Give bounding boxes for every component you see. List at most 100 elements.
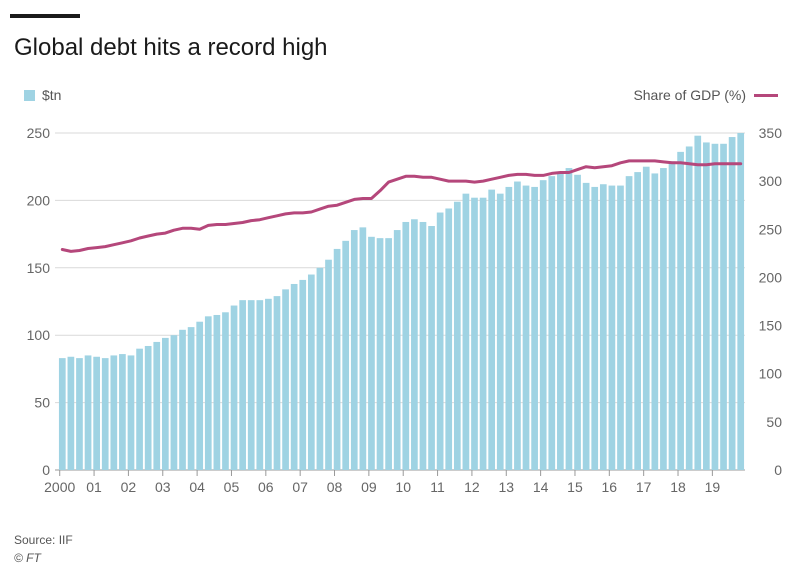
bar	[316, 267, 324, 470]
bar	[307, 274, 315, 470]
bar	[677, 151, 684, 470]
y-right-tick-label: 100	[759, 366, 783, 382]
y-right-tick-label: 200	[759, 269, 783, 285]
bar	[265, 298, 272, 470]
x-tick-label: 01	[86, 479, 102, 495]
y-right-tick-label: 250	[759, 221, 783, 237]
bar	[230, 305, 238, 470]
bar	[153, 341, 161, 470]
bar	[462, 193, 470, 470]
bar-legend-swatch	[24, 89, 35, 101]
bar	[179, 329, 186, 470]
x-tick-label: 10	[395, 479, 411, 495]
bar	[239, 300, 246, 470]
bar	[445, 208, 453, 470]
bar	[531, 186, 538, 471]
y-left-tick-label: 150	[27, 260, 51, 276]
bar	[196, 321, 204, 470]
x-tick-label: 14	[533, 479, 549, 495]
bar	[737, 133, 745, 470]
bar	[728, 137, 736, 470]
bar	[385, 238, 392, 470]
bar	[505, 186, 513, 471]
bar	[393, 230, 401, 470]
bar	[591, 186, 599, 471]
bar	[256, 300, 264, 470]
bar	[213, 314, 221, 470]
bar	[514, 181, 521, 470]
bar	[350, 230, 358, 470]
copyright-note: © FT	[14, 551, 41, 565]
bar	[557, 172, 564, 471]
bar	[668, 161, 676, 471]
bar	[93, 356, 100, 470]
bar	[342, 240, 350, 470]
bar	[247, 300, 255, 470]
x-tick-label: 18	[670, 479, 686, 495]
x-tick-label: 13	[498, 479, 514, 495]
bar	[110, 355, 118, 470]
y-left-tick-label: 50	[34, 395, 50, 411]
bar	[496, 193, 504, 470]
x-tick-label: 11	[430, 479, 445, 495]
ft-header-rule	[10, 14, 80, 18]
x-tick-label: 05	[224, 479, 240, 495]
bar	[187, 327, 195, 470]
bar	[76, 358, 83, 470]
y-left-tick-label: 200	[27, 192, 51, 208]
bar	[101, 358, 109, 470]
line-legend-swatch	[754, 93, 778, 97]
bar	[411, 219, 418, 470]
bar	[204, 316, 212, 470]
x-tick-label: 2000	[44, 479, 75, 495]
bar	[599, 184, 607, 470]
x-tick-label: 15	[567, 479, 583, 495]
x-tick-label: 02	[121, 479, 137, 495]
bar	[273, 296, 281, 470]
line-legend-label: Share of GDP (%)	[633, 87, 746, 103]
y-right-tick-label: 350	[759, 125, 783, 141]
gdp-share-line	[60, 159, 743, 253]
legend-right: Share of GDP (%)	[633, 87, 778, 103]
bar	[290, 283, 298, 470]
bar	[617, 185, 624, 470]
bar	[582, 182, 590, 470]
bar	[428, 226, 435, 470]
chart-title: Global debt hits a record high	[14, 34, 328, 61]
bar	[711, 143, 719, 470]
bar	[642, 166, 650, 470]
bar-legend-label: $tn	[42, 87, 62, 103]
bar	[720, 143, 727, 470]
bar	[565, 168, 573, 470]
bar	[127, 355, 135, 470]
x-tick-label: 03	[155, 479, 171, 495]
x-tick-label: 08	[327, 479, 343, 495]
bar	[574, 174, 581, 470]
bar	[136, 348, 143, 470]
bar	[539, 180, 547, 470]
bar	[376, 238, 384, 470]
bar	[685, 146, 693, 471]
bar	[479, 197, 487, 471]
bar	[299, 279, 307, 470]
y-right-tick-label: 150	[759, 318, 783, 334]
bar	[333, 248, 341, 470]
x-tick-label: 09	[361, 479, 377, 495]
x-tick-label: 06	[258, 479, 274, 495]
bar	[453, 201, 461, 471]
bar	[84, 355, 92, 470]
x-tick-label: 17	[636, 479, 652, 495]
bar	[660, 168, 667, 470]
x-tick-label: 04	[189, 479, 205, 495]
y-left-tick-label: 250	[27, 125, 51, 141]
bar	[282, 289, 289, 470]
bar	[471, 197, 478, 471]
y-right-tick-label: 50	[766, 414, 782, 430]
bar	[325, 259, 332, 470]
bar	[222, 312, 229, 470]
bar	[67, 356, 75, 470]
bar	[436, 212, 444, 471]
x-tick-label: 12	[464, 479, 480, 495]
bar	[58, 358, 66, 470]
